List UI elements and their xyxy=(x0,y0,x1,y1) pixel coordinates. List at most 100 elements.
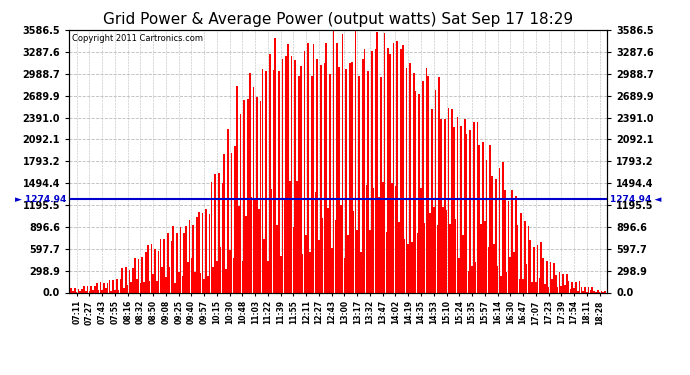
Bar xyxy=(393,43,395,292)
Bar xyxy=(569,289,571,292)
Bar xyxy=(116,279,117,292)
Bar xyxy=(509,257,511,292)
Bar xyxy=(473,122,475,292)
Bar xyxy=(451,109,453,292)
Bar xyxy=(306,236,307,292)
Bar xyxy=(349,63,351,292)
Bar xyxy=(227,129,228,292)
Bar xyxy=(293,227,294,292)
Bar xyxy=(358,76,360,292)
Bar xyxy=(568,281,569,292)
Bar xyxy=(99,282,101,292)
Bar xyxy=(453,127,455,292)
Bar xyxy=(101,290,103,292)
Bar xyxy=(309,252,310,292)
Bar xyxy=(205,209,207,292)
Bar xyxy=(307,43,309,292)
Bar xyxy=(535,282,537,292)
Bar xyxy=(400,49,402,292)
Bar xyxy=(149,281,150,292)
Bar xyxy=(597,290,598,292)
Bar xyxy=(198,212,199,292)
Bar xyxy=(255,200,256,292)
Bar xyxy=(156,282,157,292)
Bar xyxy=(70,288,72,292)
Bar xyxy=(190,258,193,292)
Bar xyxy=(275,38,276,292)
Bar xyxy=(229,250,230,292)
Bar xyxy=(357,230,358,292)
Bar xyxy=(289,181,290,292)
Bar xyxy=(161,267,163,292)
Bar xyxy=(260,101,262,292)
Bar xyxy=(189,220,190,292)
Bar xyxy=(513,252,515,292)
Bar xyxy=(331,248,333,292)
Bar xyxy=(230,153,233,292)
Bar xyxy=(346,69,347,292)
Bar xyxy=(517,225,518,292)
Bar xyxy=(529,240,531,292)
Bar xyxy=(127,285,128,292)
Bar xyxy=(311,76,313,292)
Bar xyxy=(375,50,376,292)
Bar xyxy=(119,279,121,292)
Bar xyxy=(515,195,517,292)
Bar xyxy=(415,91,416,292)
Bar xyxy=(549,262,551,292)
Bar xyxy=(391,183,393,292)
Bar xyxy=(72,291,74,292)
Bar xyxy=(158,251,159,292)
Bar xyxy=(207,276,208,292)
Bar xyxy=(377,32,378,292)
Bar xyxy=(210,182,213,292)
Bar xyxy=(94,286,96,292)
Title: Grid Power & Average Power (output watts) Sat Sep 17 18:29: Grid Power & Average Power (output watts… xyxy=(103,12,573,27)
Bar xyxy=(139,283,141,292)
Bar xyxy=(360,252,362,292)
Bar xyxy=(340,206,342,292)
Bar xyxy=(397,41,398,292)
Bar xyxy=(413,73,415,292)
Bar xyxy=(322,218,324,292)
Bar xyxy=(145,252,147,292)
Bar xyxy=(484,221,486,292)
Bar xyxy=(295,60,296,292)
Bar xyxy=(433,207,435,292)
Bar xyxy=(539,278,540,292)
Bar xyxy=(353,211,355,292)
Bar xyxy=(524,221,526,292)
Bar xyxy=(169,267,170,292)
Bar xyxy=(124,288,125,292)
Bar xyxy=(466,134,467,292)
Bar xyxy=(167,233,168,292)
Bar xyxy=(298,76,299,292)
Bar xyxy=(130,282,132,292)
Bar xyxy=(327,208,329,292)
Bar xyxy=(537,245,538,292)
Bar xyxy=(540,242,542,292)
Bar xyxy=(96,283,97,292)
Bar xyxy=(136,279,137,292)
Bar xyxy=(455,219,456,292)
Bar xyxy=(522,279,524,292)
Bar xyxy=(270,189,273,292)
Bar xyxy=(373,189,375,292)
Bar xyxy=(531,282,533,292)
Bar xyxy=(333,32,335,292)
Bar xyxy=(506,272,507,292)
Bar xyxy=(164,239,165,292)
Bar xyxy=(88,291,90,292)
Bar xyxy=(320,65,322,292)
Bar xyxy=(546,261,548,292)
Bar xyxy=(426,68,427,292)
Bar xyxy=(422,81,424,292)
Bar xyxy=(446,210,447,292)
Bar xyxy=(371,51,373,292)
Bar xyxy=(471,266,473,292)
Bar xyxy=(404,239,406,292)
Bar xyxy=(258,209,259,292)
Bar xyxy=(280,256,282,292)
Bar xyxy=(502,162,504,292)
Bar xyxy=(204,279,205,292)
